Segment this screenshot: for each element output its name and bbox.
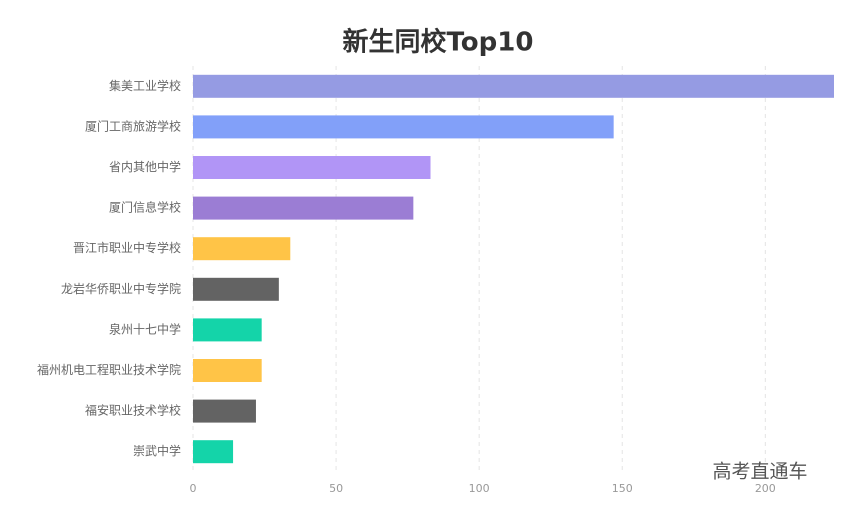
watermark: 高考直通车 xyxy=(712,461,807,483)
chart-title: 新生同校Top10 xyxy=(343,27,534,58)
y-tick-label: 福州机电工程职业技术学院 xyxy=(37,362,181,377)
bar xyxy=(193,237,291,261)
bar xyxy=(193,196,414,220)
y-tick-label: 省内其他中学 xyxy=(109,159,181,174)
bar xyxy=(193,74,834,98)
bar xyxy=(193,115,614,139)
y-tick-label: 崇武中学 xyxy=(133,443,181,458)
y-tick-label: 泉州十七中学 xyxy=(109,321,181,336)
x-tick-label: 150 xyxy=(612,482,633,495)
bar xyxy=(193,440,234,464)
y-tick-label: 厦门工商旅游学校 xyxy=(85,118,181,133)
bar xyxy=(193,318,262,342)
x-tick-label: 0 xyxy=(190,482,197,495)
x-tick-label: 200 xyxy=(755,482,776,495)
x-tick-label: 100 xyxy=(469,482,490,495)
y-tick-label: 福安职业技术学校 xyxy=(85,403,181,418)
bar xyxy=(193,277,279,301)
y-tick-label: 晋江市职业中专学校 xyxy=(73,240,181,255)
bar xyxy=(193,156,431,179)
y-tick-label: 厦门信息学校 xyxy=(109,200,181,215)
y-tick-label: 龙岩华侨职业中专学院 xyxy=(61,281,181,296)
x-tick-label: 50 xyxy=(329,482,343,495)
bar xyxy=(193,359,262,382)
y-tick-label: 集美工业学校 xyxy=(109,78,181,93)
bar xyxy=(193,399,256,423)
